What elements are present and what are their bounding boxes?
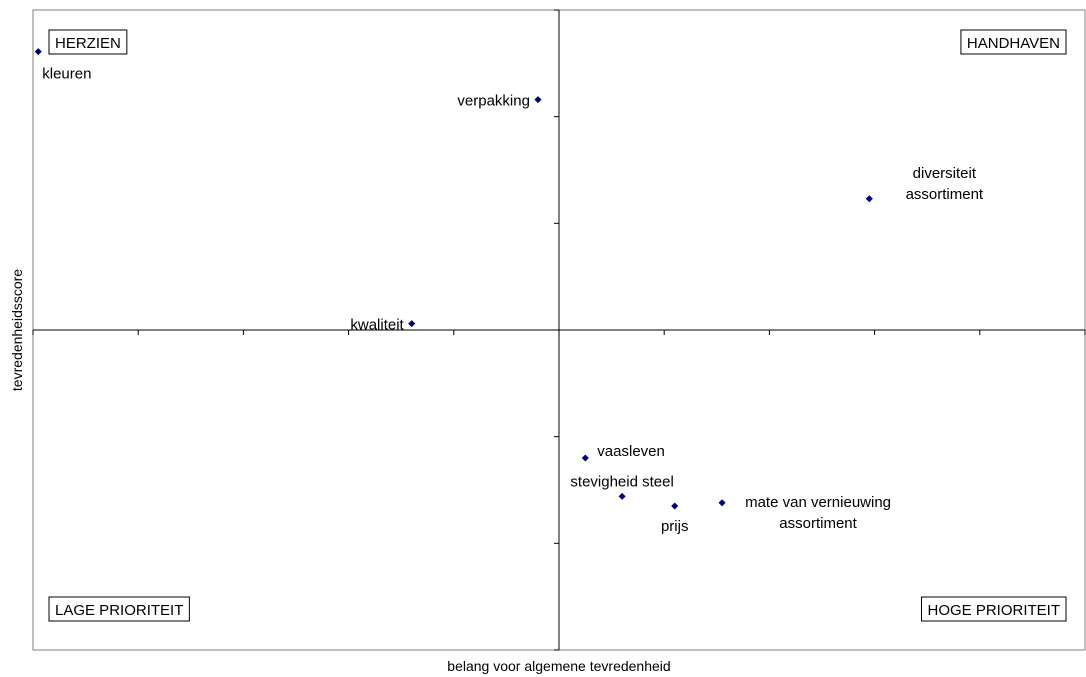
point-marker (581, 454, 589, 462)
quadrant-labels: HERZIEN HANDHAVEN LAGE PRIORITEIT HOGE P… (48, 29, 1067, 622)
data-point-diversiteit-assortiment: diversiteit assortiment (865, 165, 984, 203)
y-axis-title: tevredenheidsscore (9, 269, 25, 391)
point-marker (671, 502, 679, 510)
quadrant-label-top-right: HANDHAVEN (960, 29, 1067, 55)
quadrant-label-top-left: HERZIEN (48, 29, 128, 55)
point-label: vaasleven (597, 443, 665, 460)
data-point-stevigheid-steel: stevigheid steel (570, 473, 674, 500)
data-point-mate-van-vernieuwing-assortiment: mate van vernieuwing assortiment (718, 494, 891, 532)
point-label: verpakking (457, 93, 530, 110)
point-label: kwaliteit (350, 317, 404, 334)
quadrant-label-bottom-left: LAGE PRIORITEIT (48, 596, 190, 622)
point-label: diversiteit (913, 165, 977, 182)
x-axis-title: belang voor algemene tevredenheid (447, 658, 670, 674)
svg-text:HERZIEN: HERZIEN (55, 35, 121, 52)
data-point-vaasleven: vaasleven (581, 443, 665, 462)
point-label: prijs (661, 518, 689, 535)
data-point-prijs: prijs (661, 502, 689, 535)
data-point-kwaliteit: kwaliteit (350, 317, 416, 334)
svg-text:HOGE PRIORITEIT: HOGE PRIORITEIT (927, 602, 1060, 619)
point-marker (618, 492, 626, 500)
point-marker (865, 195, 873, 203)
point-label: assortiment (779, 515, 857, 532)
svg-text:LAGE PRIORITEIT: LAGE PRIORITEIT (55, 602, 183, 619)
point-label: mate van vernieuwing (745, 494, 891, 511)
axes (32, 9, 1086, 651)
point-marker (718, 499, 726, 507)
quadrant-label-bottom-right: HOGE PRIORITEIT (920, 596, 1067, 622)
point-label: kleuren (42, 66, 91, 83)
data-points: kleuren verpakking diversiteit assortiment k… (34, 48, 984, 535)
point-marker (534, 96, 542, 104)
point-label: stevigheid steel (570, 473, 673, 490)
svg-text:HANDHAVEN: HANDHAVEN (967, 35, 1060, 52)
point-marker (408, 320, 416, 328)
data-point-verpakking: verpakking (457, 93, 542, 110)
point-label: assortiment (906, 186, 984, 203)
